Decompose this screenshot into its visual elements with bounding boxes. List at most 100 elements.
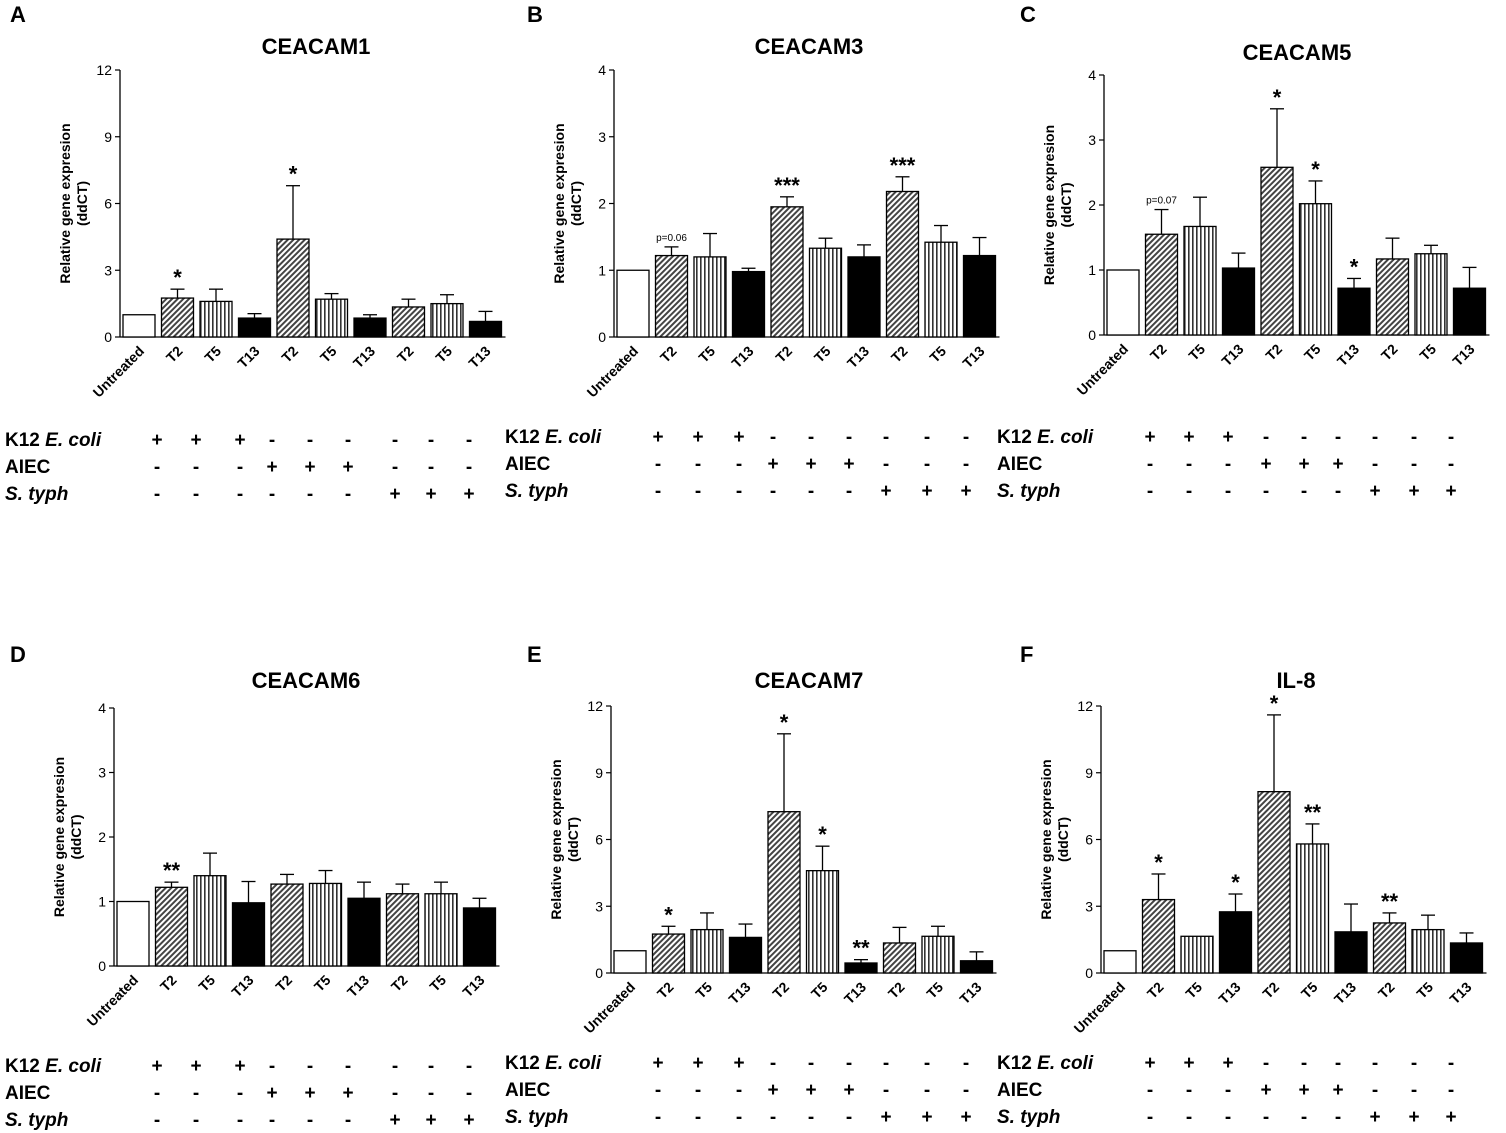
treatment-minus: -: [307, 1110, 313, 1131]
x-tick-label: T13: [1449, 341, 1478, 370]
treatment-minus: -: [1372, 1080, 1378, 1101]
y-tick-label: 3: [98, 765, 106, 781]
treatment-plus: +: [1144, 427, 1155, 448]
significance-marker: **: [852, 936, 870, 961]
treatment-row-label: S. typh: [997, 1107, 1060, 1128]
treatment-minus: -: [846, 427, 852, 448]
treatment-plus: +: [767, 454, 778, 475]
treatment-row-label: AIEC: [5, 1083, 51, 1104]
x-tick-label: Untreated: [1074, 341, 1132, 399]
treatment-minus: -: [307, 1056, 313, 1077]
significance-marker: *: [173, 265, 182, 290]
bar: [728, 936, 763, 974]
bar: [1144, 233, 1179, 336]
chart-title: CEACAM6: [252, 668, 361, 693]
x-tick-label: T13: [841, 979, 870, 1008]
bar: [1260, 166, 1294, 336]
treatment-minus: -: [655, 481, 661, 502]
y-axis-label-unit: (ddCT): [1055, 817, 1071, 862]
treatment-minus: -: [154, 457, 160, 478]
panel-E: E CEACAM7 0 3 6 9 12 Relative gene expresion (dd…: [505, 642, 997, 1128]
treatment-minus: -: [1448, 427, 1454, 448]
treatment-minus: -: [193, 457, 199, 478]
treatment-minus: -: [808, 481, 814, 502]
x-tick-label: T2: [388, 972, 411, 995]
x-tick-label: T2: [769, 979, 792, 1002]
y-tick-label: 2: [598, 196, 606, 212]
x-tick-label: T13: [234, 343, 263, 372]
x-tick-label: T5: [1185, 341, 1208, 364]
x-tick-label: T13: [956, 979, 985, 1008]
bar: [468, 320, 503, 338]
significance-marker: *: [289, 162, 298, 187]
bar: [1221, 267, 1256, 336]
treatment-minus: -: [392, 1056, 398, 1077]
treatment-organism: S. typh: [505, 1107, 568, 1128]
significance-marker: **: [1304, 800, 1322, 825]
treatment-name: AIEC: [997, 454, 1043, 475]
y-axis-label: Relative gene expresion: [1038, 759, 1054, 919]
bar: [847, 256, 881, 338]
x-tick-label: T13: [1334, 341, 1363, 370]
treatment-minus: -: [1263, 481, 1269, 502]
treatment-minus: -: [1301, 427, 1307, 448]
treatment-plus: +: [921, 1107, 932, 1128]
treatment-plus: +: [1183, 427, 1194, 448]
treatment-minus: -: [924, 454, 930, 475]
treatment-minus: -: [655, 454, 661, 475]
x-tick-label: T5: [695, 343, 718, 366]
treatment-plus: +: [960, 1107, 971, 1128]
treatment-plus: +: [805, 454, 816, 475]
treatment-minus: -: [695, 1107, 701, 1128]
treatment-minus: -: [345, 430, 351, 451]
x-tick-label: Untreated: [1071, 979, 1129, 1037]
y-tick-label: 12: [1077, 698, 1093, 714]
treatment-plus: +: [1298, 1080, 1309, 1101]
bar: [1372, 922, 1407, 974]
panel-label: A: [10, 2, 26, 27]
bar: [430, 302, 464, 338]
treatment-minus: -: [466, 430, 472, 451]
x-tick-label: T2: [278, 343, 301, 366]
bar: [1257, 791, 1291, 974]
x-tick-label: T13: [465, 343, 494, 372]
treatment-name: K12: [505, 1053, 545, 1074]
treatment-organism: S. typh: [997, 481, 1060, 502]
x-tick-label: T5: [1416, 341, 1439, 364]
x-tick-label: T2: [772, 343, 795, 366]
significance-marker: *: [1273, 85, 1282, 110]
bar: [1141, 898, 1176, 974]
panel-label: D: [10, 642, 26, 667]
bar: [1452, 287, 1487, 336]
x-tick-label: T5: [1298, 979, 1321, 1002]
treatment-organism: E. coli: [545, 427, 602, 448]
treatment-minus: -: [883, 1053, 889, 1074]
bar: [1337, 287, 1371, 336]
treatment-minus: -: [154, 1110, 160, 1131]
treatment-row-label: AIEC: [505, 1080, 551, 1101]
bar: [1375, 258, 1410, 336]
treatment-organism: E. coli: [545, 1053, 602, 1074]
treatment-minus: -: [808, 427, 814, 448]
x-tick-label: T5: [926, 343, 949, 366]
treatment-plus: +: [652, 1053, 663, 1074]
treatment-minus: -: [392, 430, 398, 451]
treatment-name: AIEC: [5, 457, 51, 478]
treatment-minus: -: [193, 484, 199, 505]
x-tick-label: T2: [1378, 341, 1401, 364]
treatment-organism: S. typh: [997, 1107, 1060, 1128]
y-tick-label: 0: [98, 958, 106, 974]
bar: [882, 942, 917, 974]
treatment-minus: -: [846, 1053, 852, 1074]
x-tick-label: T5: [1301, 341, 1324, 364]
bar: [962, 254, 997, 338]
treatment-minus: -: [193, 1110, 199, 1131]
treatment-plus: +: [1144, 1053, 1155, 1074]
treatment-minus: -: [1147, 481, 1153, 502]
bar: [844, 962, 878, 974]
treatment-minus: -: [924, 1080, 930, 1101]
treatment-plus: +: [960, 481, 971, 502]
significance-marker: **: [1381, 889, 1399, 914]
treatment-minus: -: [883, 1080, 889, 1101]
y-tick-label: 9: [595, 765, 603, 781]
